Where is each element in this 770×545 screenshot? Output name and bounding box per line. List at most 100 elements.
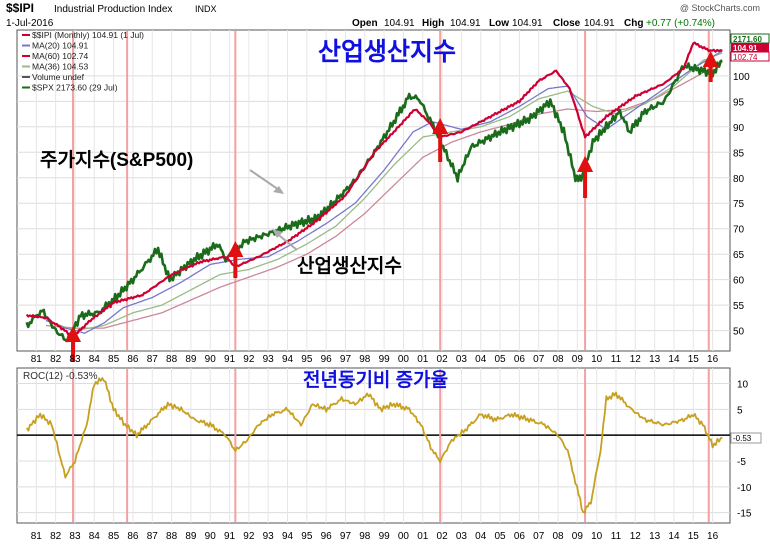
x-tick-bottom-15: 15 bbox=[688, 531, 700, 542]
x-tick-top-97: 97 bbox=[340, 354, 352, 365]
x-tick-top-88: 88 bbox=[166, 354, 178, 365]
roc-ytick-10: 10 bbox=[737, 380, 749, 391]
badge-roc-text: -0.53 bbox=[733, 434, 752, 443]
legend-label-5: $SPX 2173.60 (29 Jul) bbox=[32, 83, 118, 93]
annotation-spx: 주가지수(S&P500) bbox=[40, 149, 193, 171]
x-tick-bottom-84: 84 bbox=[89, 531, 101, 542]
roc-y-tick-labels: -15 -10 -5 5 10 bbox=[737, 380, 752, 520]
x-tick-bottom-90: 90 bbox=[205, 531, 217, 542]
annotation-spx-pointer-head bbox=[273, 186, 284, 194]
arrow-head-3 bbox=[577, 156, 594, 172]
arrow-head-0 bbox=[65, 326, 82, 342]
x-tick-top-14: 14 bbox=[668, 354, 680, 365]
x-tick-bottom-16: 16 bbox=[707, 531, 719, 542]
x-tick-bottom-12: 12 bbox=[630, 531, 642, 542]
x-tick-top-87: 87 bbox=[147, 354, 159, 365]
main-ytick-100: 100 bbox=[733, 72, 750, 83]
x-tick-top-06: 06 bbox=[514, 354, 526, 365]
series-ma-36- bbox=[45, 52, 723, 332]
x-tick-bottom-11: 11 bbox=[611, 531, 622, 542]
x-tick-top-95: 95 bbox=[301, 354, 313, 365]
main-ytick-90: 90 bbox=[733, 123, 745, 134]
x-tick-top-98: 98 bbox=[359, 354, 371, 365]
x-tick-bottom-89: 89 bbox=[185, 531, 197, 542]
x-tick-top-02: 02 bbox=[437, 354, 449, 365]
open-label: Open bbox=[352, 18, 378, 29]
roc-gridlines bbox=[17, 368, 730, 523]
roc-event-lines bbox=[72, 369, 710, 522]
legend: $$IPI (Monthly) 104.91 (1 Jul)MA(20) 104… bbox=[22, 30, 144, 93]
x-tick-top-07: 07 bbox=[533, 354, 545, 365]
badge-ipi bbox=[731, 43, 769, 52]
roc-ytick--5: -5 bbox=[737, 457, 746, 468]
badge-roc bbox=[730, 432, 762, 444]
x-tick-bottom-91: 91 bbox=[224, 531, 236, 542]
x-tick-top-93: 93 bbox=[263, 354, 275, 365]
series-roc12 bbox=[25, 377, 723, 514]
main-event-lines bbox=[72, 31, 710, 350]
x-tick-bottom-85: 85 bbox=[108, 531, 120, 542]
main-ytick-80: 80 bbox=[733, 174, 745, 185]
legend-label-3: MA(36) 104.53 bbox=[32, 62, 88, 72]
x-tick-bottom-10: 10 bbox=[591, 531, 603, 542]
x-tick-bottom-14: 14 bbox=[668, 531, 680, 542]
annotation-ipi: 산업생산지수 bbox=[297, 255, 402, 277]
x-tick-bottom-97: 97 bbox=[340, 531, 352, 542]
series-ma-60- bbox=[45, 61, 723, 329]
open-value: 104.91 bbox=[384, 18, 415, 29]
x-tick-top-89: 89 bbox=[185, 354, 197, 365]
main-ytick-95: 95 bbox=[733, 97, 745, 108]
x-tick-bottom-99: 99 bbox=[379, 531, 391, 542]
x-tick-top-85: 85 bbox=[108, 354, 120, 365]
main-arrows bbox=[65, 51, 719, 362]
x-tick-top-01: 01 bbox=[417, 354, 429, 365]
legend-label-2: MA(60) 102.74 bbox=[32, 51, 88, 61]
x-tick-top-10: 10 bbox=[591, 354, 603, 365]
x-tick-bottom-86: 86 bbox=[127, 531, 139, 542]
x-tick-labels-top: 81 82 83 84 85 86 87 88 89 90 91 92 93 94 95 96 97 98 99 00… bbox=[31, 354, 719, 365]
x-tick-top-96: 96 bbox=[321, 354, 333, 365]
main-gridlines bbox=[17, 30, 730, 351]
legend-label-0: $$IPI (Monthly) 104.91 (1 Jul) bbox=[32, 30, 144, 40]
x-tick-top-86: 86 bbox=[127, 354, 139, 365]
x-tick-bottom-13: 13 bbox=[649, 531, 661, 542]
main-ytick-65: 65 bbox=[733, 250, 745, 261]
x-tick-bottom-09: 09 bbox=[572, 531, 584, 542]
roc-legend: ROC(12) -0.53% bbox=[23, 371, 98, 382]
main-ytick-50: 50 bbox=[733, 327, 745, 338]
x-tick-bottom-00: 00 bbox=[398, 531, 410, 542]
chart-watermark: @ StockCharts.com bbox=[680, 3, 760, 13]
badge-spx-text: 2171.60 bbox=[733, 35, 762, 44]
x-tick-bottom-83: 83 bbox=[69, 531, 81, 542]
high-label: High bbox=[422, 18, 444, 29]
x-tick-bottom-82: 82 bbox=[50, 531, 62, 542]
x-tick-bottom-02: 02 bbox=[437, 531, 449, 542]
main-series bbox=[25, 41, 723, 343]
annotation-ipi-pointer-head bbox=[272, 229, 283, 238]
main-y-tick-labels: 50 55 60 65 70 75 80 85 90 95 100 bbox=[733, 72, 750, 338]
x-tick-top-99: 99 bbox=[379, 354, 391, 365]
x-tick-top-09: 09 bbox=[572, 354, 584, 365]
series--ipi-monthly- bbox=[25, 41, 723, 338]
annotation-roc: 전년동기비 증가율 bbox=[303, 369, 448, 391]
main-panel: 50 55 60 65 70 75 80 85 90 95 100 $$IPI (Monthly) … bbox=[16, 29, 770, 362]
x-tick-bottom-87: 87 bbox=[147, 531, 159, 542]
x-tick-top-94: 94 bbox=[282, 354, 294, 365]
x-tick-top-91: 91 bbox=[224, 354, 236, 365]
legend-label-4: Volume undef bbox=[32, 72, 85, 82]
low-value: 104.91 bbox=[512, 18, 543, 29]
chart-symbol: $$IPI bbox=[6, 1, 34, 15]
x-tick-bottom-93: 93 bbox=[263, 531, 275, 542]
roc-series bbox=[25, 377, 723, 514]
chart-name: Industrial Production Index bbox=[54, 4, 172, 15]
roc-ytick-5: 5 bbox=[737, 405, 743, 416]
annotation-title: 산업생산지수 bbox=[318, 38, 456, 66]
badge-ma-text: 102.74 bbox=[733, 53, 758, 62]
x-tick-top-90: 90 bbox=[205, 354, 217, 365]
roc-plot-area bbox=[16, 367, 731, 524]
x-tick-bottom-05: 05 bbox=[494, 531, 506, 542]
x-tick-bottom-88: 88 bbox=[166, 531, 178, 542]
main-plot-area bbox=[16, 29, 731, 352]
main-ytick-70: 70 bbox=[733, 225, 745, 236]
